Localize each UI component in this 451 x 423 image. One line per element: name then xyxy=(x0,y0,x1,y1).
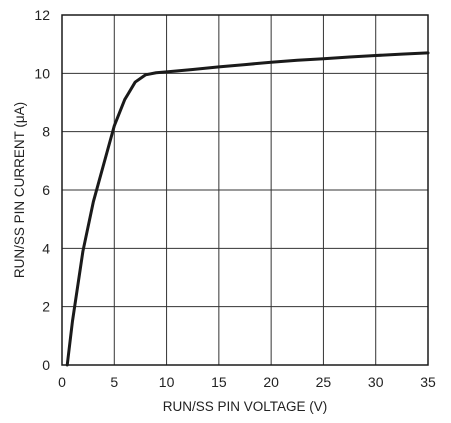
y-tick-label: 12 xyxy=(34,7,50,23)
y-tick-labels: 0 2 4 6 8 10 12 xyxy=(34,7,50,373)
y-tick-label: 10 xyxy=(34,65,50,81)
y-tick-label: 4 xyxy=(42,240,50,256)
x-tick-labels: 0 5 10 15 20 25 30 35 xyxy=(58,374,436,390)
x-tick-label: 15 xyxy=(211,374,227,390)
x-tick-label: 10 xyxy=(159,374,175,390)
y-axis-label: RUN/SS PIN CURRENT (μA) xyxy=(12,102,27,278)
y-tick-label: 2 xyxy=(42,299,50,315)
series-line xyxy=(65,51,430,367)
x-tick-label: 0 xyxy=(58,374,66,390)
y-tick-label: 8 xyxy=(42,124,50,140)
x-axis-label: RUN/SS PIN VOLTAGE (V) xyxy=(163,399,328,414)
grid xyxy=(62,15,428,365)
series-layer xyxy=(65,51,430,367)
x-tick-label: 30 xyxy=(368,374,384,390)
y-tick-label: 6 xyxy=(42,182,50,198)
x-tick-label: 5 xyxy=(110,374,118,390)
x-tick-label: 20 xyxy=(263,374,279,390)
y-tick-label: 0 xyxy=(42,357,50,373)
x-tick-label: 35 xyxy=(420,374,436,390)
x-tick-label: 25 xyxy=(316,374,332,390)
plot-frame xyxy=(61,14,429,366)
